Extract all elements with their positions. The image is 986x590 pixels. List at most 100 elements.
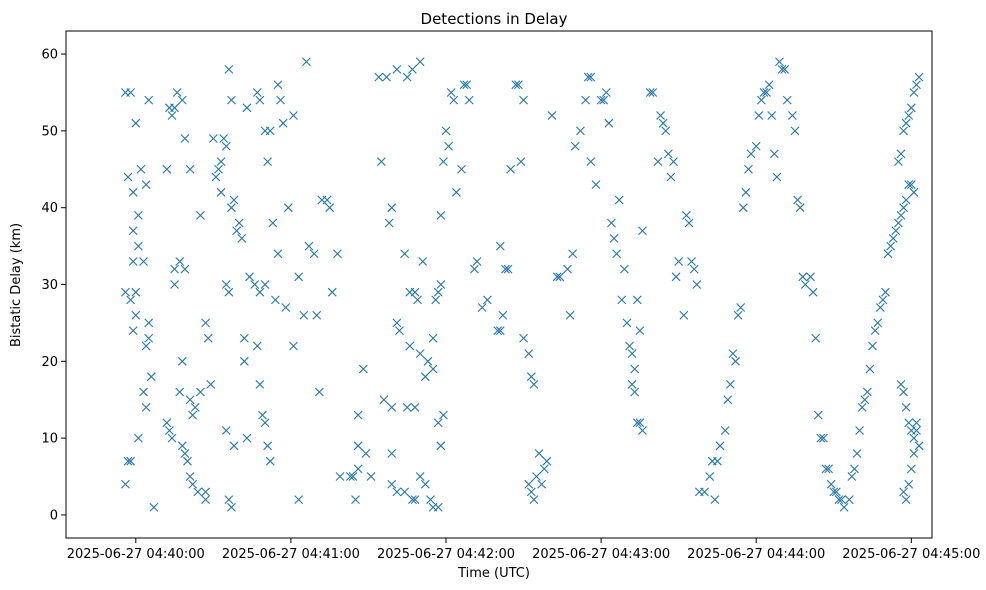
detection-marker: [123, 456, 133, 466]
detection-marker: [831, 487, 841, 497]
detection-marker: [511, 80, 521, 90]
detection-marker: [909, 187, 919, 197]
detection-marker: [826, 479, 836, 489]
detection-marker: [446, 88, 456, 97]
detection-marker: [283, 203, 293, 213]
detection-marker: [242, 103, 252, 113]
detection-marker: [304, 241, 314, 251]
detection-marker: [862, 387, 872, 397]
detection-marker: [581, 95, 590, 105]
detection-marker: [131, 310, 141, 320]
y-axis-ticks: 0 10 20 30 40 50 60: [41, 48, 66, 523]
detection-marker: [865, 364, 875, 374]
detection-marker: [175, 257, 185, 266]
detection-marker: [255, 287, 265, 297]
detection-marker: [816, 433, 826, 443]
detection-marker: [144, 318, 154, 328]
detection-marker: [912, 80, 921, 90]
detection-marker: [632, 295, 642, 305]
detection-marker: [795, 203, 805, 213]
detection-marker: [144, 333, 154, 343]
detection-marker: [387, 449, 397, 458]
detection-marker: [133, 210, 143, 220]
detection-marker: [568, 249, 578, 259]
detection-marker: [260, 280, 270, 289]
detection-marker: [539, 464, 549, 474]
detection-marker: [400, 487, 410, 497]
detection-marker: [420, 372, 430, 382]
detection-marker: [436, 210, 446, 220]
detection-marker: [782, 95, 792, 105]
detection-marker: [555, 272, 565, 282]
detection-marker: [519, 95, 528, 105]
x-tick-label: 2025-06-27 04:42:00: [377, 547, 515, 562]
detection-marker: [265, 126, 275, 136]
detection-marker: [185, 395, 195, 405]
detection-marker: [663, 149, 673, 159]
detection-marker: [744, 164, 753, 174]
detection-marker: [914, 441, 924, 451]
detection-marker: [529, 379, 539, 389]
detection-marker: [576, 126, 585, 136]
detection-marker: [384, 218, 394, 228]
detection-marker: [563, 264, 572, 274]
detection-marker: [170, 280, 179, 289]
detection-marker: [909, 433, 919, 443]
detection-marker: [669, 157, 678, 166]
detection-marker: [348, 472, 358, 481]
detection-marker: [906, 180, 916, 190]
detection-marker: [495, 326, 505, 335]
detection-marker: [713, 456, 722, 466]
detection-marker: [901, 403, 911, 412]
detection-marker: [299, 310, 309, 320]
detection-marker: [715, 441, 725, 451]
detection-marker: [136, 164, 146, 174]
detection-marker: [431, 295, 441, 305]
detection-marker: [201, 318, 210, 328]
detection-marker: [537, 479, 547, 489]
detection-marker: [451, 187, 461, 197]
detection-marker: [374, 72, 384, 82]
detection-marker: [658, 118, 668, 128]
detection-marker: [188, 410, 198, 420]
detection-marker: [322, 195, 332, 205]
detection-marker: [738, 203, 748, 213]
detection-marker: [415, 57, 425, 67]
detection-marker: [906, 464, 916, 474]
detection-marker: [402, 403, 412, 412]
detection-marker: [824, 464, 833, 474]
detection-marker: [278, 118, 288, 128]
detection-marker: [314, 387, 324, 397]
detection-marker: [524, 479, 534, 489]
detection-marker: [868, 341, 877, 351]
detection-marker: [886, 241, 896, 251]
detection-marker: [687, 257, 696, 266]
detection-marker: [224, 495, 234, 504]
detection-marker: [216, 187, 226, 197]
detection-marker: [420, 479, 430, 489]
detection-marker: [433, 418, 443, 428]
detection-marker: [418, 257, 428, 266]
detection-marker: [798, 272, 808, 282]
detection-marker: [165, 426, 174, 435]
detection-marker: [638, 226, 647, 236]
detection-marker: [839, 502, 849, 512]
detection-marker: [896, 379, 906, 389]
detection-marker: [914, 72, 924, 82]
detection-marker: [503, 264, 513, 274]
detection-marker: [128, 187, 138, 197]
y-tick-label: 10: [41, 432, 58, 447]
detection-marker: [449, 95, 459, 105]
detection-marker: [725, 379, 735, 389]
detection-marker: [767, 111, 777, 120]
detection-marker: [883, 249, 893, 259]
detection-marker: [410, 403, 420, 412]
detection-marker: [689, 264, 699, 274]
detection-marker: [196, 387, 205, 397]
detection-marker: [121, 479, 130, 489]
detection-marker: [180, 134, 190, 143]
detection-marker: [255, 95, 265, 105]
detection-marker: [234, 218, 244, 228]
